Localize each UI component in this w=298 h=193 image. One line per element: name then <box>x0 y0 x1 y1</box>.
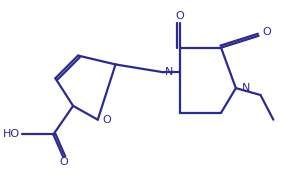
Text: HO: HO <box>3 130 20 140</box>
Text: N: N <box>242 83 250 93</box>
Text: O: O <box>262 27 271 37</box>
Text: O: O <box>60 157 69 167</box>
Text: N: N <box>165 67 174 77</box>
Text: O: O <box>103 115 111 125</box>
Text: O: O <box>175 11 184 21</box>
